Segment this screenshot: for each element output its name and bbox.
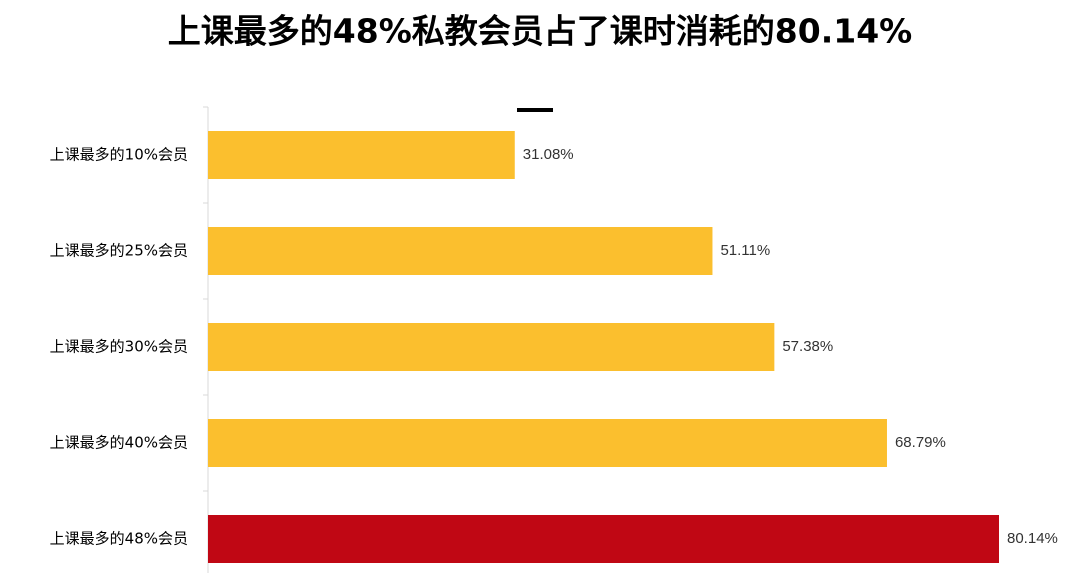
category-label: 上课最多的10%会员 [50, 146, 188, 164]
value-label: 80.14% [1007, 530, 1058, 547]
bar [208, 131, 515, 179]
title-dash [517, 108, 553, 112]
bar [208, 419, 887, 467]
bar [208, 515, 999, 563]
category-label: 上课最多的30%会员 [50, 338, 188, 356]
value-label: 68.79% [895, 434, 946, 451]
value-label: 51.11% [720, 242, 770, 259]
chart-title: 上课最多的48%私教会员占了课时消耗的80.14% [168, 12, 912, 51]
category-label: 上课最多的48%会员 [50, 530, 188, 548]
bar [208, 227, 713, 275]
bar [208, 323, 775, 371]
category-label: 上课最多的40%会员 [50, 434, 188, 452]
category-label: 上课最多的25%会员 [50, 242, 188, 260]
value-label: 31.08% [523, 146, 574, 163]
value-label: 57.38% [782, 338, 833, 355]
